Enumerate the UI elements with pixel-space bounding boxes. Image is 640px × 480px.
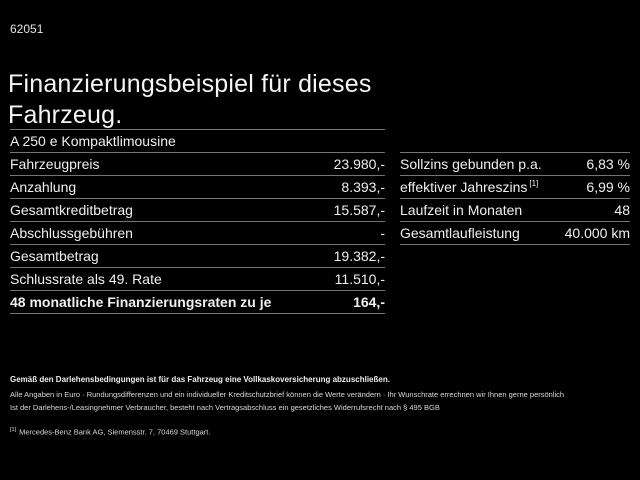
finance-row-gesamtbetrag: Gesamtbetrag 19.382,- <box>10 245 385 268</box>
finance-row-fahrzeugpreis: Fahrzeugpreis 23.980,- <box>10 153 385 176</box>
footnote-marker: [1] <box>10 427 17 433</box>
row-value: - <box>380 225 385 241</box>
offer-id: 62051 <box>10 22 44 36</box>
row-label: Sollzins gebunden p.a. <box>400 156 542 172</box>
page-title-line2: Fahrzeug. <box>8 100 123 129</box>
footnote-text: Mercedes-Benz Bank AG, Siemensstr. 7, 70… <box>19 427 211 437</box>
finance-row-gesamtkreditbetrag: Gesamtkreditbetrag 15.587,- <box>10 199 385 222</box>
condition-row-laufzeit: Laufzeit in Monaten 48 <box>400 199 630 222</box>
page-title-line1: Finanzierungsbeispiel für dieses <box>8 69 372 98</box>
bank-footnote: [1] Mercedes-Benz Bank AG, Siemensstr. 7,… <box>10 424 632 439</box>
row-value: 6,83 % <box>586 156 630 172</box>
finance-row-abschlussgebuehren: Abschlussgebühren - <box>10 222 385 245</box>
footnote-reference: [1] <box>529 179 539 189</box>
row-label: Anzahlung <box>10 179 77 195</box>
row-label-text: effektiver Jahreszins <box>400 179 528 195</box>
vehicle-model-row: A 250 e Kompaktlimousine <box>10 130 385 153</box>
conditions-table: Sollzins gebunden p.a. 6,83 % effektiver… <box>400 152 630 245</box>
row-value: 15.587,- <box>333 202 385 218</box>
vehicle-model: A 250 e Kompaktlimousine <box>10 133 176 149</box>
legal-footer: Gemäß den Darlehensbedingungen ist für d… <box>10 373 632 439</box>
legal-note-line2: Ist der Darlehens-/Leasingnehmer Verbrau… <box>10 403 440 412</box>
row-label: Gesamtkreditbetrag <box>10 202 133 218</box>
finance-table: A 250 e Kompaktlimousine Fahrzeugpreis 2… <box>10 129 385 314</box>
condition-row-effektivzins: effektiver Jahreszins [1] 6,99 % <box>400 176 630 199</box>
row-label: effektiver Jahreszins [1] <box>400 179 538 195</box>
row-value: 48 <box>614 202 630 218</box>
row-value: 40.000 km <box>564 225 630 241</box>
row-label: 48 monatliche Finanzierungsraten zu je <box>10 294 272 310</box>
condition-row-sollzins: Sollzins gebunden p.a. 6,83 % <box>400 153 630 176</box>
row-value: 6,99 % <box>586 179 630 195</box>
row-value: 8.393,- <box>341 179 385 195</box>
row-label: Fahrzeugpreis <box>10 156 100 172</box>
finance-row-monatsrate: 48 monatliche Finanzierungsraten zu je 1… <box>10 291 385 314</box>
page-title: Finanzierungsbeispiel für dieses Fahrzeug… <box>8 69 372 131</box>
insurance-note: Gemäß den Darlehensbedingungen ist für d… <box>10 375 390 384</box>
row-label: Gesamtlaufleistung <box>400 225 520 241</box>
row-label: Laufzeit in Monaten <box>400 202 523 218</box>
finance-row-schlussrate: Schlussrate als 49. Rate 11.510,- <box>10 268 385 291</box>
row-value: 164,- <box>353 294 385 310</box>
condition-row-laufleistung: Gesamtlaufleistung 40.000 km <box>400 222 630 245</box>
row-value: 11.510,- <box>334 271 385 287</box>
row-label: Abschlussgebühren <box>10 225 133 241</box>
row-value: 23.980,- <box>333 156 385 172</box>
finance-row-anzahlung: Anzahlung 8.393,- <box>10 176 385 199</box>
row-label: Schlussrate als 49. Rate <box>10 271 162 287</box>
legal-note-line1: Alle Angaben in Euro · Rundungsdifferenz… <box>10 390 565 399</box>
row-value: 19.382,- <box>333 248 385 264</box>
row-label: Gesamtbetrag <box>10 248 99 264</box>
